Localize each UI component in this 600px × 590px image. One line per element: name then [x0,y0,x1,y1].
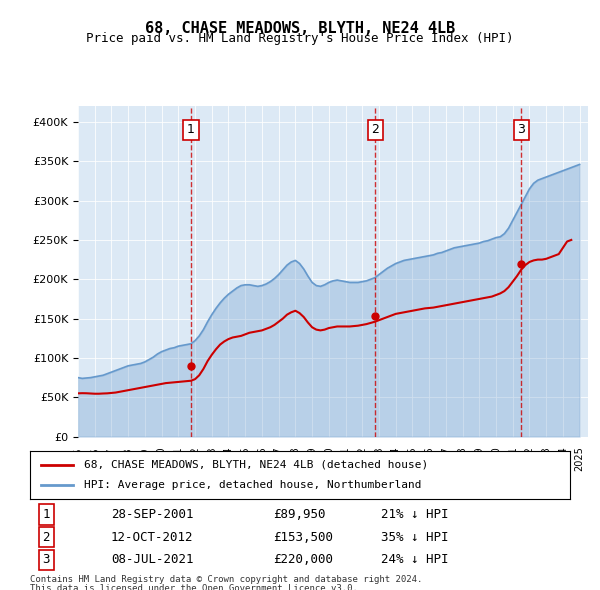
Text: £89,950: £89,950 [273,508,325,521]
Text: £220,000: £220,000 [273,553,333,566]
Text: 2: 2 [371,123,379,136]
Text: 1: 1 [43,508,50,521]
Text: 28-SEP-2001: 28-SEP-2001 [111,508,193,521]
Text: 3: 3 [43,553,50,566]
Text: 21% ↓ HPI: 21% ↓ HPI [381,508,449,521]
Text: 68, CHASE MEADOWS, BLYTH, NE24 4LB: 68, CHASE MEADOWS, BLYTH, NE24 4LB [145,21,455,35]
Text: 68, CHASE MEADOWS, BLYTH, NE24 4LB (detached house): 68, CHASE MEADOWS, BLYTH, NE24 4LB (deta… [84,460,428,470]
Text: 2: 2 [43,530,50,544]
Text: HPI: Average price, detached house, Northumberland: HPI: Average price, detached house, Nort… [84,480,421,490]
Text: 3: 3 [517,123,526,136]
Text: This data is licensed under the Open Government Licence v3.0.: This data is licensed under the Open Gov… [30,584,358,590]
Text: 1: 1 [187,123,195,136]
Text: 08-JUL-2021: 08-JUL-2021 [111,553,193,566]
Text: 12-OCT-2012: 12-OCT-2012 [111,530,193,544]
Text: Price paid vs. HM Land Registry's House Price Index (HPI): Price paid vs. HM Land Registry's House … [86,32,514,45]
Text: £153,500: £153,500 [273,530,333,544]
Text: 35% ↓ HPI: 35% ↓ HPI [381,530,449,544]
Text: 24% ↓ HPI: 24% ↓ HPI [381,553,449,566]
Text: Contains HM Land Registry data © Crown copyright and database right 2024.: Contains HM Land Registry data © Crown c… [30,575,422,584]
